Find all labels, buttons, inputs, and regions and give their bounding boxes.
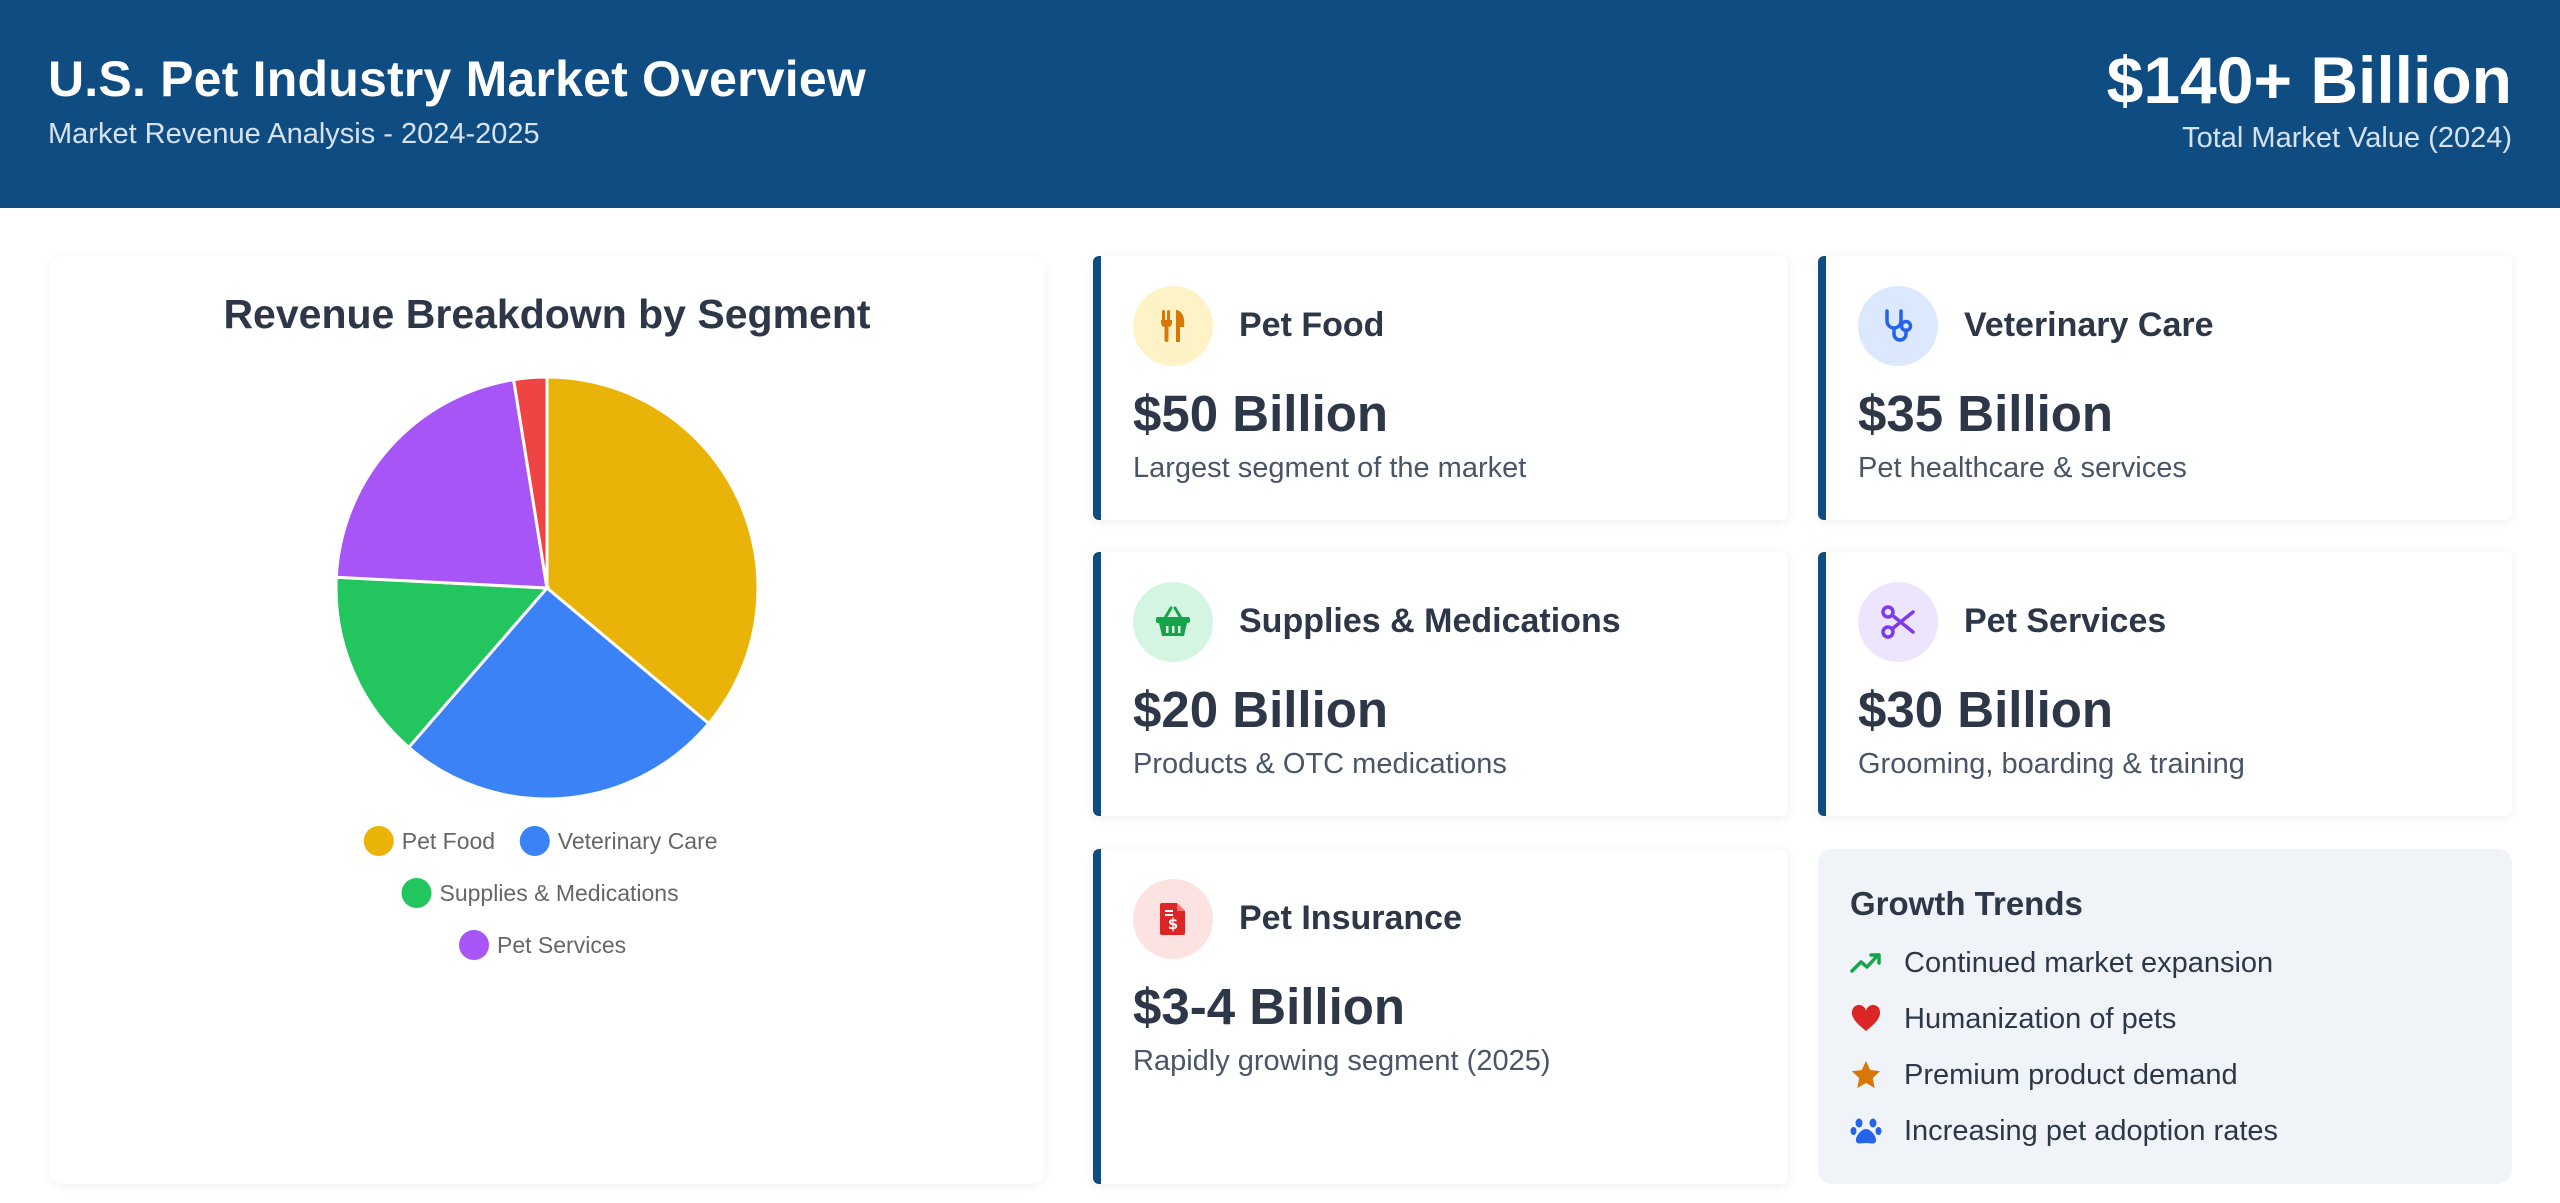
paw-icon (1850, 1115, 1882, 1147)
trend-text: Humanization of pets (1904, 1002, 2177, 1035)
header: U.S. Pet Industry Market Overview Market… (0, 0, 2560, 208)
card-veterinary-care: Veterinary Care $35 Billion Pet healthca… (1818, 256, 2512, 520)
scissors-icon (1881, 605, 1915, 639)
card-title: Veterinary Care (1964, 306, 2214, 344)
card-icon-wrap (1858, 582, 1938, 662)
card-icon-wrap (1133, 286, 1213, 366)
page-subtitle: Market Revenue Analysis - 2024-2025 (48, 118, 540, 150)
legend-swatch (401, 878, 432, 908)
pie-slice-pet-services (334, 377, 549, 590)
trend-text: Increasing pet adoption rates (1904, 1114, 2279, 1147)
trend-text: Premium product demand (1904, 1058, 2238, 1091)
card-title: Pet Food (1239, 306, 1385, 344)
card-icon-wrap (1858, 286, 1938, 366)
card-value: $50 Billion (1133, 385, 1389, 442)
utensils-icon (1161, 310, 1185, 342)
card-title: Pet Services (1964, 602, 2167, 640)
card-value: $35 Billion (1858, 385, 2114, 442)
legend-label: Pet Food (402, 828, 495, 854)
legend-label: Supplies & Medications (440, 880, 679, 906)
chart-panel: Revenue Breakdown by Segment Pet Food Vet… (49, 256, 1045, 1184)
legend-item: Veterinary Care (519, 826, 718, 856)
revenue-pie-chart: Revenue Breakdown by Segment Pet Food Vet… (223, 291, 871, 960)
legend-swatch (459, 930, 489, 960)
chart-legend: Pet Food Veterinary Care Supplies & Medica… (363, 826, 718, 960)
total-market-label: Total Market Value (2024) (2182, 122, 2512, 154)
trend-item: Humanization of pets (1850, 999, 2176, 1039)
stethoscope-icon (1885, 309, 1913, 342)
card-title: Pet Insurance (1239, 899, 1462, 937)
pie-slice-supplies-medications (334, 575, 551, 750)
total-market-value: $140+ Billion (2106, 43, 2512, 117)
card-pet-insurance: $ Pet Insurance $3-4 Billion Rapidly gro… (1093, 849, 1788, 1184)
legend-item: Pet Services (459, 930, 626, 960)
card-pet-services: Pet Services $30 Billion Grooming, board… (1818, 552, 2512, 816)
card-pet-food: Pet Food $50 Billion Largest segment of … (1093, 256, 1788, 520)
legend-item: Supplies & Medications (401, 878, 679, 908)
legend-swatch (363, 826, 394, 856)
card-description: Pet healthcare & services (1858, 452, 2187, 484)
card-value: $3-4 Billion (1133, 978, 1406, 1035)
legend-label: Pet Services (497, 932, 626, 958)
trend-item: Continued market expansion (1850, 943, 2273, 983)
heart-icon (1850, 1003, 1882, 1035)
legend-item: Pet Food (363, 826, 495, 856)
card-value: $30 Billion (1858, 681, 2114, 738)
card-icon-wrap: $ (1133, 879, 1213, 959)
card-title: Supplies & Medications (1239, 602, 1621, 640)
pie-slice-pet-food (545, 375, 760, 726)
shopping-basket-icon (1156, 606, 1190, 636)
card-description: Products & OTC medications (1133, 748, 1507, 780)
pie-slices (334, 375, 760, 801)
card-value: $20 Billion (1133, 681, 1389, 738)
legend-swatch (519, 826, 550, 856)
card-description: Rapidly growing segment (2025) (1133, 1045, 1551, 1077)
card-description: Grooming, boarding & training (1858, 748, 2245, 780)
growth-trends-title: Growth Trends (1850, 885, 2083, 922)
card-supplies-medications: Supplies & Medications $20 Billion Produ… (1093, 552, 1788, 816)
chart-title: Revenue Breakdown by Segment (223, 291, 870, 337)
page-title: U.S. Pet Industry Market Overview (48, 51, 867, 107)
growth-trends-panel: Growth Trends Continued market expansion… (1818, 849, 2512, 1184)
pie-slice-veterinary-care (406, 585, 711, 801)
svg-text:$: $ (1168, 915, 1178, 933)
invoice-dollar-icon: $ (1160, 903, 1185, 935)
trend-text: Continued market expansion (1904, 946, 2274, 979)
chart-line-icon (1850, 947, 1882, 979)
card-icon-wrap (1133, 582, 1213, 662)
trend-item: Premium product demand (1850, 1055, 2238, 1095)
trend-item: Increasing pet adoption rates (1850, 1111, 2278, 1151)
star-icon (1850, 1059, 1882, 1091)
card-description: Largest segment of the market (1133, 452, 1527, 484)
legend-label: Veterinary Care (558, 828, 718, 854)
pie-slice-pet-insurance (511, 375, 549, 589)
